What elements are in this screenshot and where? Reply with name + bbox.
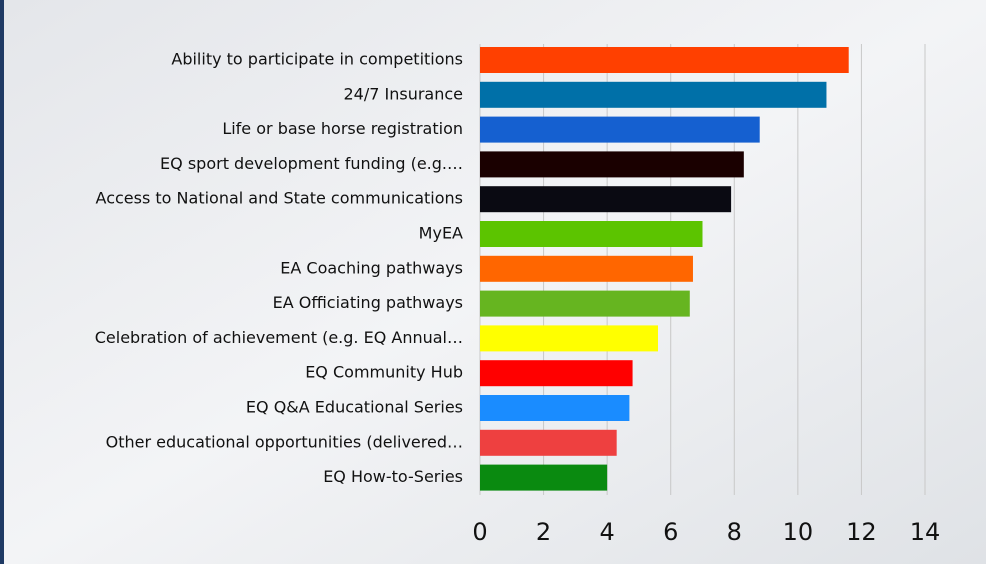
bar xyxy=(480,81,827,108)
bar xyxy=(480,360,633,387)
x-tick-label: 2 xyxy=(536,518,551,546)
bar xyxy=(480,186,732,213)
y-tick-label: MyEA xyxy=(419,224,463,243)
bar xyxy=(480,221,703,247)
bar xyxy=(480,290,690,317)
x-tick-label: 14 xyxy=(910,518,941,546)
x-tick-label: 12 xyxy=(846,518,877,546)
x-tick-label: 10 xyxy=(783,518,814,546)
y-tick-label: EA Coaching pathways xyxy=(280,258,463,277)
bar xyxy=(480,116,760,143)
y-tick-label: EQ How-to-Series xyxy=(323,467,463,486)
bar xyxy=(480,395,630,421)
y-tick-label: Other educational opportunities (deliver… xyxy=(106,432,463,451)
y-tick-label: Celebration of achievement (e.g. EQ Annu… xyxy=(95,328,463,347)
y-tick-label: Life or base horse registration xyxy=(222,119,463,138)
bar xyxy=(480,255,693,282)
y-tick-label: EQ sport development funding (e.g.… xyxy=(160,154,463,173)
y-tick-label: EQ Q&A Educational Series xyxy=(246,398,463,417)
x-tick-label: 8 xyxy=(727,518,742,546)
bar xyxy=(480,325,658,352)
x-tick-label: 0 xyxy=(472,518,487,546)
x-tick-label: 4 xyxy=(600,518,615,546)
bar xyxy=(480,429,617,456)
y-tick-label: EQ Community Hub xyxy=(305,363,463,382)
left-border xyxy=(0,0,4,564)
y-tick-label: 24/7 Insurance xyxy=(343,84,463,103)
y-tick-label: Ability to participate in competitions xyxy=(171,50,463,69)
bar xyxy=(480,47,849,73)
y-tick-label: Access to National and State communicati… xyxy=(96,189,463,208)
bar xyxy=(480,464,608,491)
y-tick-label: EA Officiating pathways xyxy=(273,293,463,312)
x-tick-label: 6 xyxy=(663,518,678,546)
bar xyxy=(480,151,744,178)
